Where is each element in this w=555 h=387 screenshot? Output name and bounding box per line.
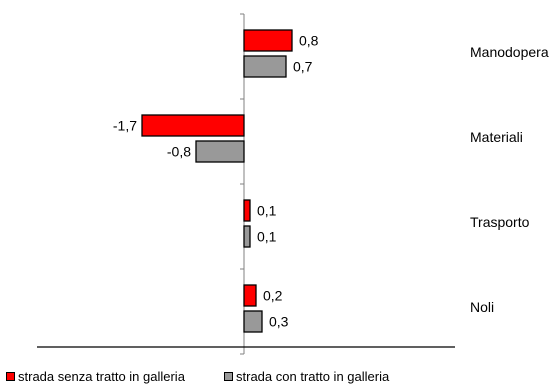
data-label: 0,7 [293,59,313,75]
chart-bars [141,29,293,333]
legend-item-con-galleria: strada con tratto in galleria [224,369,389,384]
category-labels: Manodopera Materiali Trasporto Noli [470,44,549,315]
data-label: -0,8 [167,144,191,160]
bar-1-3 [243,310,263,333]
data-label: -1,7 [113,118,137,134]
legend-label: strada con tratto in galleria [236,369,390,384]
category-label: Manodopera [470,44,549,60]
bar-1-0 [243,55,287,78]
category-label: Noli [470,299,494,315]
data-label: 0,8 [299,33,319,49]
bar-0-3 [243,284,257,307]
legend: strada senza tratto in galleria strada c… [0,369,555,387]
bar-1-1 [195,140,245,163]
legend-item-senza-galleria: strada senza tratto in galleria [6,369,185,384]
category-label: Trasporto [470,214,530,230]
value-labels: 0,8 0,7 -1,7 -0,8 0,1 0,1 0,2 0,3 [113,33,319,330]
data-label: 0,1 [257,229,277,245]
bar-0-2 [243,199,251,222]
category-label: Materiali [470,129,523,145]
bar-0-0 [243,29,293,52]
legend-swatch-red [6,372,15,381]
data-label: 0,2 [263,288,283,304]
bar-1-2 [243,225,251,248]
bar-0-1 [141,114,245,137]
legend-label: strada senza tratto in galleria [18,369,185,384]
data-label: 0,3 [269,314,289,330]
legend-swatch-gray [224,372,233,381]
data-label: 0,1 [257,203,277,219]
